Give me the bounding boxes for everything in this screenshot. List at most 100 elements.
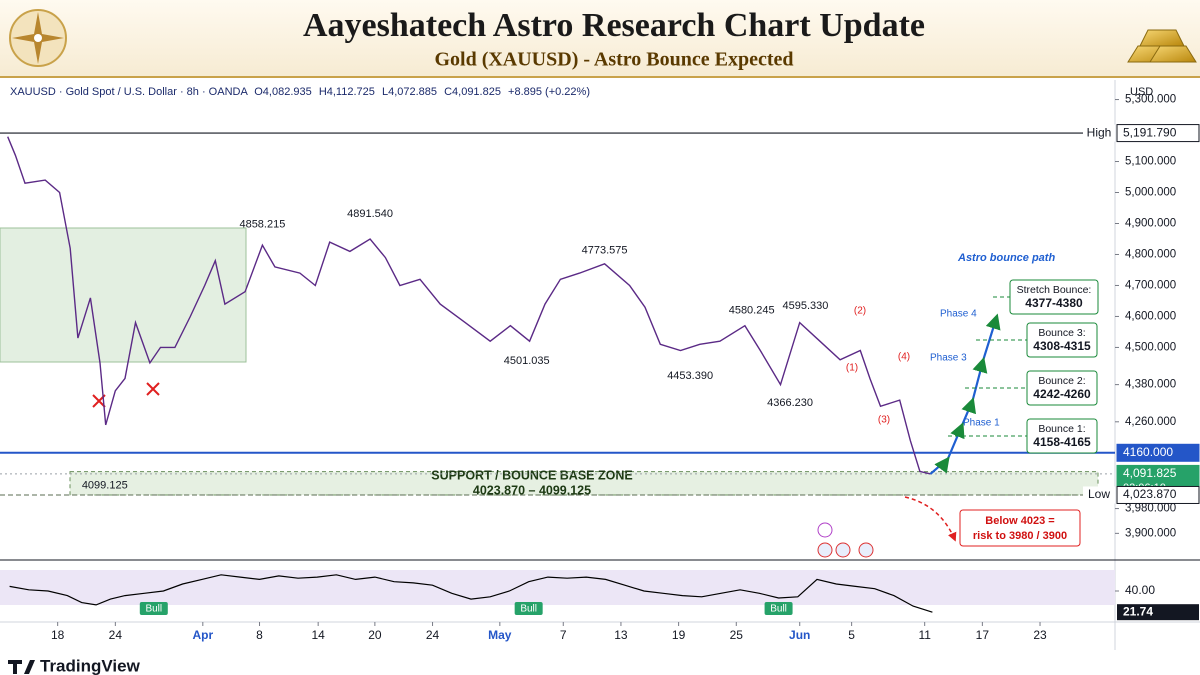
risk-arrow (904, 496, 957, 542)
projection-line (929, 313, 1001, 475)
bull-label: Bull (520, 604, 537, 615)
zone-range: 4023.870 – 4099.125 (473, 484, 591, 498)
wave-label: (3) (878, 415, 890, 426)
x-tick-label: 23 (1033, 628, 1047, 642)
pivot-label: 4501.035 (504, 355, 550, 367)
bull-box (139, 602, 168, 615)
risk-text: Below 4023 = (985, 515, 1054, 527)
target-range: 4377-4380 (1025, 296, 1083, 310)
target-box (1026, 370, 1098, 406)
ohlc-close: C4,091.825 (444, 86, 501, 98)
price-level-box (1116, 124, 1200, 143)
risk-box (959, 509, 1081, 547)
target-name: Bounce 3: (1038, 327, 1085, 339)
currency: USD (1130, 86, 1153, 98)
projection-label: Astro bounce path (957, 252, 1055, 264)
y-tick-label: 3,980.000 (1125, 503, 1176, 515)
phase-label: Phase 1 (963, 418, 1000, 429)
pivot-label: 4366.230 (767, 397, 813, 409)
bull-box (514, 602, 543, 615)
x-tick-label: Jun (789, 628, 810, 642)
y-tick-label: 4,600.000 (1125, 310, 1176, 322)
y-tick-label: 3,900.000 (1125, 527, 1176, 539)
pivot-label: 4595.330 (783, 300, 829, 312)
price-level-box (1116, 485, 1200, 504)
header-bg (0, 0, 1200, 78)
pivot-label: 4891.540 (347, 208, 393, 220)
target-range: 4242-4260 (1033, 387, 1091, 401)
ohlc-high: H4,112.725 (319, 86, 375, 98)
x-tick-label: 17 (976, 628, 990, 642)
title: Aayeshatech Astro Research Chart Update (303, 7, 925, 44)
price-level-label: 4,091.825 (1123, 466, 1177, 480)
tradingview-logo (8, 660, 35, 674)
ohlc-open: O4,082.935 (254, 86, 312, 98)
target-name: Stretch Bounce: (1017, 284, 1092, 296)
target-box (1026, 322, 1098, 358)
level-name: High (1087, 125, 1112, 139)
rsi-current-box (1117, 604, 1199, 621)
gold-bars-icon (1127, 29, 1197, 63)
y-tick-label: 5,000.000 (1125, 187, 1176, 199)
x-tick-label: 5 (848, 628, 855, 642)
y-tick-label: 4,380.000 (1125, 379, 1176, 391)
x-tick-label: 24 (109, 628, 123, 642)
level-name-box (1083, 486, 1115, 504)
pivot-label: 4858.215 (239, 218, 285, 230)
price-level-label: 5,191.790 (1123, 125, 1177, 139)
pivot-label: 4580.245 (729, 304, 775, 316)
price-line (7, 136, 931, 475)
x-tick-label: 19 (672, 628, 686, 642)
ohlc-low: L4,072.885 (382, 86, 437, 98)
wave-label: (2) (854, 306, 866, 317)
risk-text: risk to 3980 / 3900 (973, 530, 1067, 542)
compass-icon (9, 9, 67, 67)
target-name: Bounce 2: (1038, 375, 1085, 387)
price-level-label: 4,023.870 (1123, 487, 1177, 501)
x-tick-label: May (488, 628, 512, 642)
rsi-line (9, 574, 933, 613)
bull-label: Bull (770, 604, 787, 615)
subtitle: Gold (XAUUSD) - Astro Bounce Expected (434, 49, 793, 71)
y-tick-label: 5,300.000 (1125, 94, 1176, 106)
symbol-info: XAUUSD · Gold Spot / U.S. Dollar · 8h · … (10, 86, 590, 98)
pivot-label: 4773.575 (582, 245, 628, 257)
x-tick-label: 13 (614, 628, 628, 642)
rsi-band (0, 570, 1115, 605)
brand: TradingView (40, 656, 141, 675)
zone-label: SUPPORT / BOUNCE BASE ZONE (431, 469, 632, 483)
x-tick-label: 7 (560, 628, 567, 642)
y-tick-label: 4,800.000 (1125, 249, 1176, 261)
x-tick-label: 14 (311, 628, 325, 642)
phase-label: Phase 3 (930, 353, 967, 364)
level-name: Low (1088, 487, 1110, 501)
pivot-label: 4099.125 (82, 480, 128, 492)
price-level-box (1116, 443, 1200, 462)
wave-label: (1) (846, 363, 858, 374)
x-tick-label: 20 (368, 628, 382, 642)
target-range: 4158-4165 (1033, 435, 1091, 449)
phase-label: Phase 4 (940, 309, 977, 320)
x-tick-label: 11 (918, 628, 931, 642)
support-zone (69, 471, 1099, 496)
symbol: XAUUSD · Gold Spot / U.S. Dollar · 8h · … (10, 86, 248, 98)
y-tick-label: 4,700.000 (1125, 279, 1176, 291)
bull-box (764, 602, 793, 615)
x-tick-label: 18 (51, 628, 65, 642)
x-tick-label: 25 (730, 628, 744, 642)
ohlc-change: +8.895 (+0.22%) (508, 86, 590, 98)
y-tick-label: 4,260.000 (1125, 416, 1176, 428)
target-box (1009, 279, 1099, 315)
y-tick-label: 4,500.000 (1125, 341, 1176, 353)
pivot-label: 4453.390 (667, 370, 713, 382)
rsi-current-label: 21.74 (1123, 604, 1153, 618)
event-icons (817, 522, 874, 558)
level-name-box (1083, 124, 1115, 142)
x-tick-label: 24 (426, 628, 440, 642)
rsi-tick-label: 40.00 (1125, 583, 1155, 597)
x-tick-label: Apr (192, 628, 213, 642)
target-box (1026, 418, 1098, 454)
y-tick-label: 4,900.000 (1125, 218, 1176, 230)
